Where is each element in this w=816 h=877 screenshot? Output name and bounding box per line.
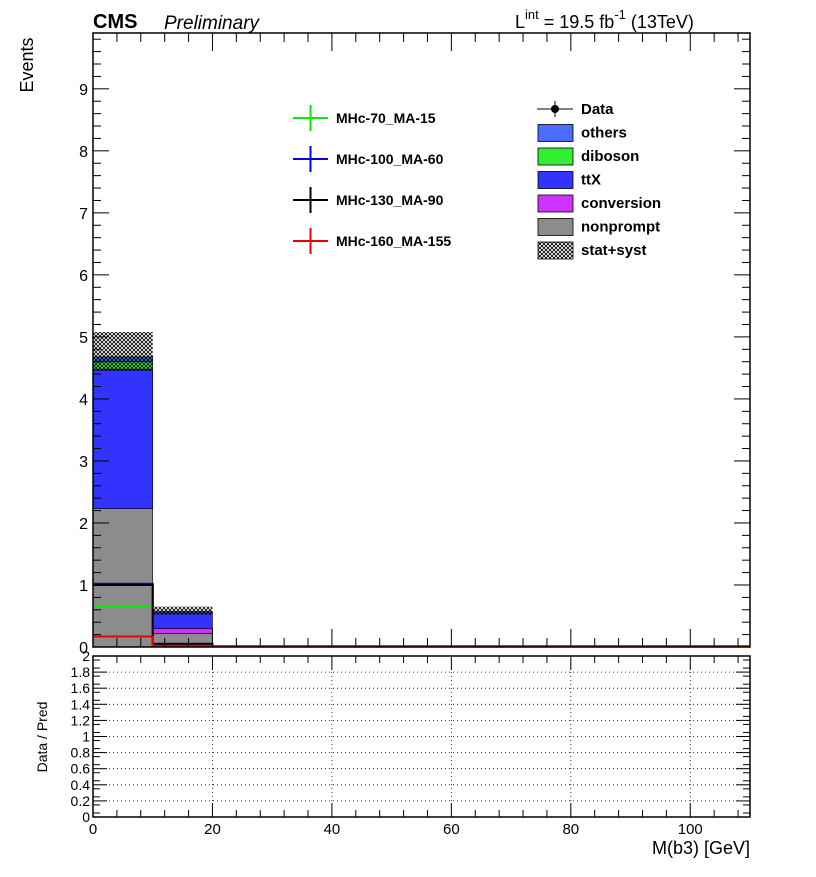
legend-label: nonprompt	[581, 219, 660, 236]
legend-signal-label: MHc-130_MA-90	[336, 192, 444, 208]
legend-signal-label: MHc-160_MA-155	[336, 233, 451, 249]
x-tick-label: 80	[562, 821, 579, 838]
uncertainty-band	[93, 331, 153, 372]
legend-label: others	[581, 125, 627, 142]
legend-data-marker	[551, 105, 559, 113]
ratio-y-tick-label: 2	[82, 648, 90, 664]
y-tick-label: 4	[79, 392, 88, 409]
ratio-y-tick-label: 1.2	[71, 712, 91, 728]
ratio-y-tick-label: 1.8	[71, 664, 91, 680]
bar-ttX	[92, 368, 154, 509]
y-tick-label: 7	[79, 206, 88, 223]
bar-nonprompt	[92, 508, 154, 648]
lumi-energy: (13TeV)	[626, 12, 694, 32]
lumi-exp: -1	[614, 7, 626, 22]
ratio-y-tick-label: 0.2	[71, 793, 91, 809]
legend-label: ttX	[581, 172, 601, 189]
ratio-y-tick-label: 0.8	[71, 745, 91, 761]
legend-swatch	[537, 171, 574, 189]
legend-signal-label: MHc-70_MA-15	[336, 110, 436, 126]
ratio-y-tick-label: 0.6	[71, 761, 91, 777]
legend-swatch	[537, 194, 574, 213]
status-label: Preliminary	[164, 13, 261, 34]
y-tick-label: 5	[79, 330, 88, 347]
lumi-value: = 19.5 fb	[539, 12, 615, 32]
ratio-y-tick-label: 0.4	[71, 777, 91, 793]
lumi-sup: int	[525, 7, 539, 22]
main-frame	[92, 32, 751, 648]
y-tick-label: 6	[79, 268, 88, 285]
legend-hatch-swatch	[537, 241, 574, 260]
bar-ttX	[152, 612, 213, 629]
x-axis-label: M(b3) [GeV]	[652, 838, 750, 858]
uncertainty-band	[152, 606, 213, 615]
main-plot-area: 0 1 2 3 4 5 6 7 8 9	[79, 32, 751, 657]
bar-conversion	[152, 628, 213, 634]
x-tick-label: 20	[204, 821, 221, 838]
ratio-ylabel: Data / Pred	[34, 702, 50, 773]
x-tick-label: 40	[324, 821, 341, 838]
ratio-y-tick-label: 1.4	[71, 696, 91, 712]
legend-label: Data	[581, 101, 614, 118]
legend-swatch	[537, 147, 574, 166]
ratio-y-tick-label: 0	[82, 809, 90, 825]
y-tick-label: 1	[79, 578, 88, 595]
lumi-prefix: L	[515, 12, 525, 32]
ratio-y-tick-label: 1.6	[71, 680, 91, 696]
main-ylabel: Events	[17, 37, 37, 92]
lumi-label: Lint = 19.5 fb-1 (13TeV)	[515, 7, 694, 32]
y-tick-label: 2	[79, 516, 88, 533]
y-tick-label: 0	[79, 640, 88, 657]
legend-swatch	[537, 124, 574, 142]
legend: MHc-70_MA-15 MHc-100_MA-60 MHc-130_MA-90 MH…	[293, 101, 661, 260]
y-tick-label: 3	[79, 454, 88, 471]
legend-signal-label: MHc-100_MA-60	[336, 151, 444, 167]
ratio-plot-area: 00.20.40.60.811.21.41.61.820 20 40 60 80 100	[71, 648, 751, 838]
legend-label: conversion	[581, 195, 661, 212]
ratio-y-tick-label: 1	[82, 729, 90, 745]
experiment-label: CMS	[93, 11, 137, 33]
x-tick-label: 100	[678, 821, 703, 838]
legend-swatch	[537, 218, 574, 236]
y-tick-label: 9	[79, 82, 88, 99]
y-tick-label: 8	[79, 144, 88, 161]
x-tick-label: 0	[89, 821, 97, 838]
x-tick-label: 60	[443, 821, 460, 838]
legend-label: stat+syst	[581, 242, 646, 259]
legend-label: diboson	[581, 148, 639, 165]
